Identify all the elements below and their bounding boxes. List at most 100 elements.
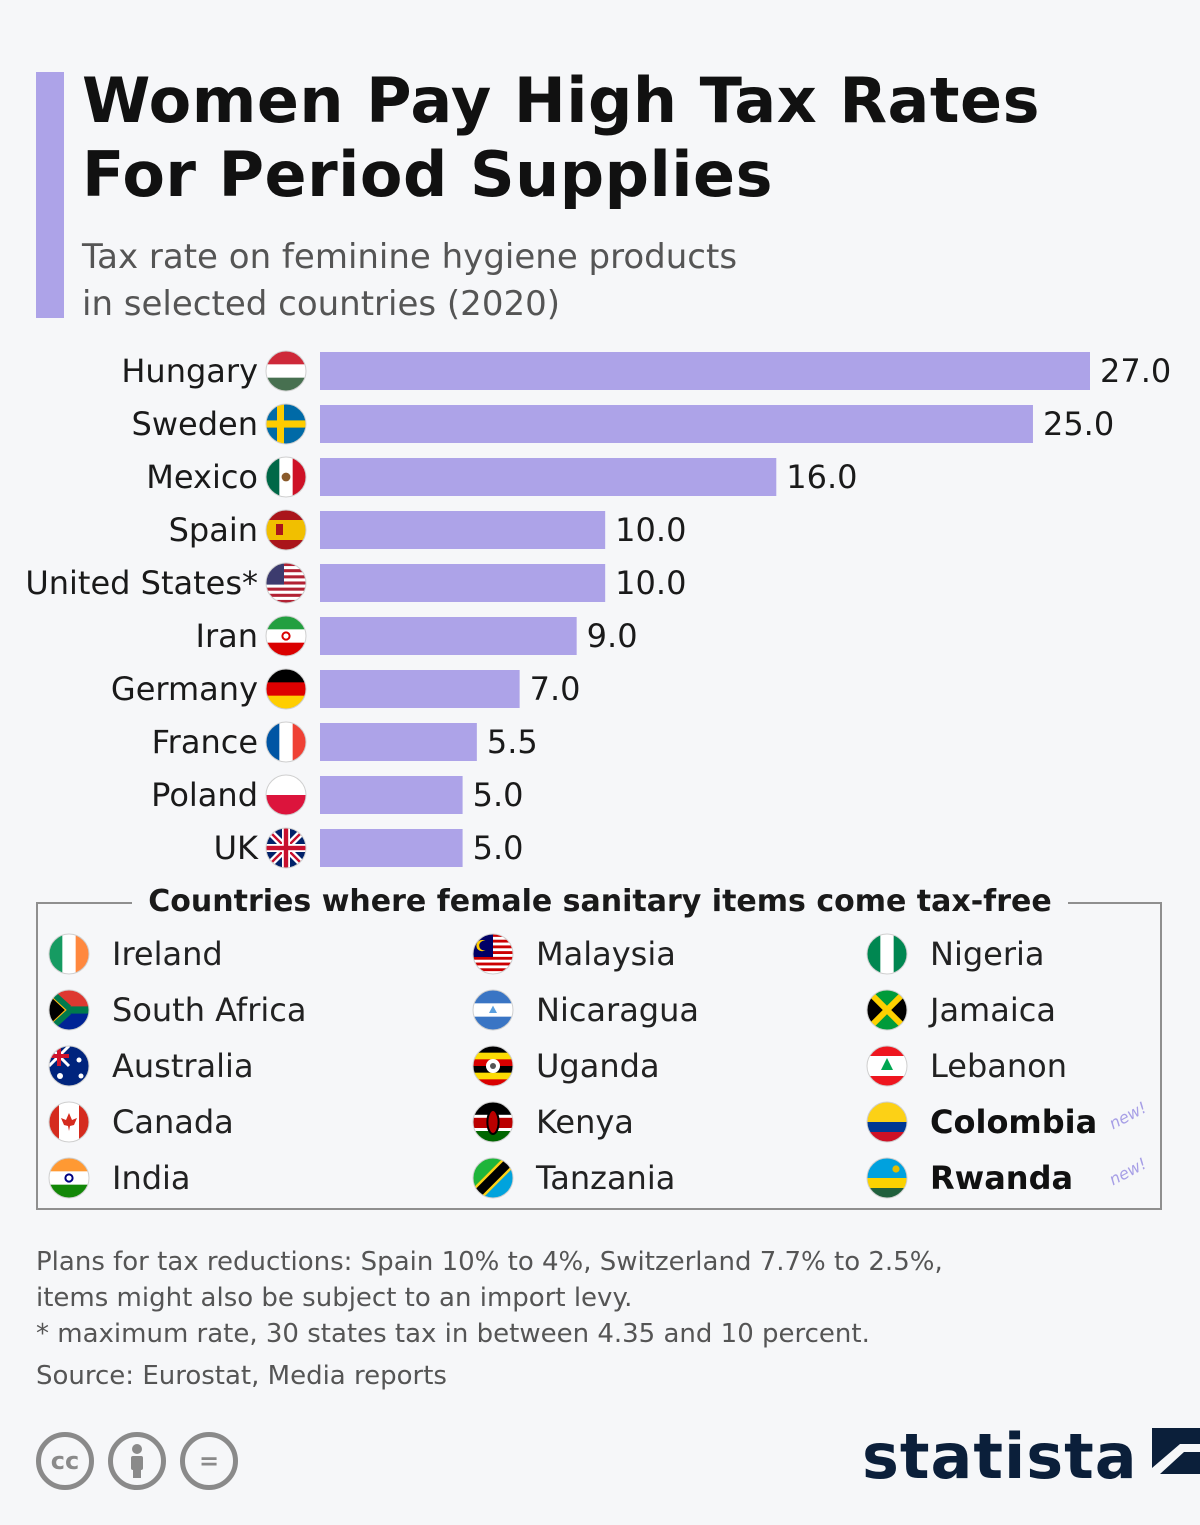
category-label: Mexico [146,458,258,496]
tax-free-country: Rwanda [866,1156,1073,1200]
country-name: Rwanda [930,1159,1074,1197]
country-name: Ireland [112,935,223,973]
india-flag-icon [48,1157,90,1199]
bar [320,617,577,655]
note-line-3: * maximum rate, 30 states tax in between… [36,1319,870,1349]
tax-free-country: Jamaica [866,988,1056,1032]
country-name: Nicaragua [536,991,699,1029]
value-label: 16.0 [786,458,857,496]
bar [320,776,463,814]
category-label: Iran [196,617,258,655]
value-label: 25.0 [1043,405,1114,443]
cc-icon[interactable]: cc [36,1432,94,1490]
value-label: 5.5 [487,723,538,761]
canada-flag-icon [48,1101,90,1143]
kenya-flag-icon [472,1101,514,1143]
value-label: 10.0 [615,511,686,549]
statista-mark-icon [1151,1427,1200,1486]
category-label: Germany [111,670,258,708]
attribution-icon[interactable] [108,1432,166,1490]
category-label: Poland [151,776,258,814]
value-label: 5.0 [473,829,524,867]
lebanon-flag-icon [866,1045,908,1087]
country-name: Kenya [536,1103,634,1141]
tax-free-country: Canada [48,1100,234,1144]
tax-free-country: Australia [48,1044,254,1088]
value-label: 10.0 [615,564,686,602]
license-icons: cc = [36,1432,238,1490]
country-name: Nigeria [930,935,1045,973]
source-text: Source: Eurostat, Media reports [36,1361,447,1391]
rwanda-flag-icon [866,1157,908,1199]
spain-flag-icon [265,509,307,551]
category-label: France [152,723,258,761]
south-africa-flag-icon [48,989,90,1031]
bar [320,511,606,549]
accent-bar [36,72,64,318]
nigeria-flag-icon [866,933,908,975]
tax-free-heading-wrap: Countries where female sanitary items co… [0,882,1200,922]
usa-flag-icon [265,562,307,604]
mexico-flag-icon [265,456,307,498]
country-name: Jamaica [930,991,1056,1029]
sweden-flag-icon [265,403,307,445]
tax-free-country: Nigeria [866,932,1044,976]
country-name: Australia [112,1047,254,1085]
nicaragua-flag-icon [472,989,514,1031]
tax-free-country: South Africa [48,988,306,1032]
tax-free-heading: Countries where female sanitary items co… [132,882,1068,922]
tax-free-country: Kenya [472,1100,634,1144]
note-line-2: items might also be subject to an import… [36,1283,633,1313]
poland-flag-icon [265,774,307,816]
country-name: Lebanon [930,1047,1068,1085]
tax-free-country: Lebanon [866,1044,1067,1088]
category-label: Hungary [121,352,258,390]
brand-name: statista [862,1420,1138,1493]
france-flag-icon [265,721,307,763]
value-label: 9.0 [587,617,638,655]
germany-flag-icon [265,668,307,710]
tax-free-country: Nicaragua [472,988,699,1032]
page-subtitle: Tax rate on feminine hygiene products in… [82,237,738,324]
value-label: 5.0 [473,776,524,814]
ireland-flag-icon [48,933,90,975]
category-label: UK [214,829,259,867]
note-line-1: Plans for tax reductions: Spain 10% to 4… [36,1247,943,1277]
country-name: Malaysia [536,935,676,973]
value-label: 27.0 [1100,352,1171,390]
country-name: Canada [112,1103,234,1141]
iran-flag-icon [265,615,307,657]
bar [320,405,1033,443]
category-label: Sweden [132,405,258,443]
tax-free-country: Tanzania [472,1156,675,1200]
uk-flag-icon [265,827,307,869]
tax-free-country: Malaysia [472,932,676,976]
category-label: Spain [169,511,258,549]
country-name: Uganda [536,1047,660,1085]
country-name: India [112,1159,191,1197]
jamaica-flag-icon [866,989,908,1031]
category-label: United States* [25,564,258,602]
statista-logo[interactable]: statista [862,1420,1200,1493]
tanzania-flag-icon [472,1157,514,1199]
bar [320,458,777,496]
country-name: South Africa [112,991,307,1029]
country-name: Colombia [930,1103,1098,1141]
colombia-flag-icon [866,1101,908,1143]
australia-flag-icon [48,1045,90,1087]
tax-free-country: India [48,1156,191,1200]
page-title: Women Pay High Tax Rates For Period Supp… [82,64,1040,211]
hungary-flag-icon [265,350,307,392]
tax-free-country: Colombia [866,1100,1097,1144]
nd-icon-label: = [198,1447,220,1475]
cc-icon-label: cc [50,1447,80,1475]
bar [320,829,463,867]
notes: Plans for tax reductions: Spain 10% to 4… [36,1244,943,1352]
malaysia-flag-icon [472,933,514,975]
bar [320,352,1090,390]
no-derivatives-icon[interactable]: = [180,1432,238,1490]
tax-free-country: Ireland [48,932,223,976]
bar [320,723,477,761]
bar [320,564,606,602]
